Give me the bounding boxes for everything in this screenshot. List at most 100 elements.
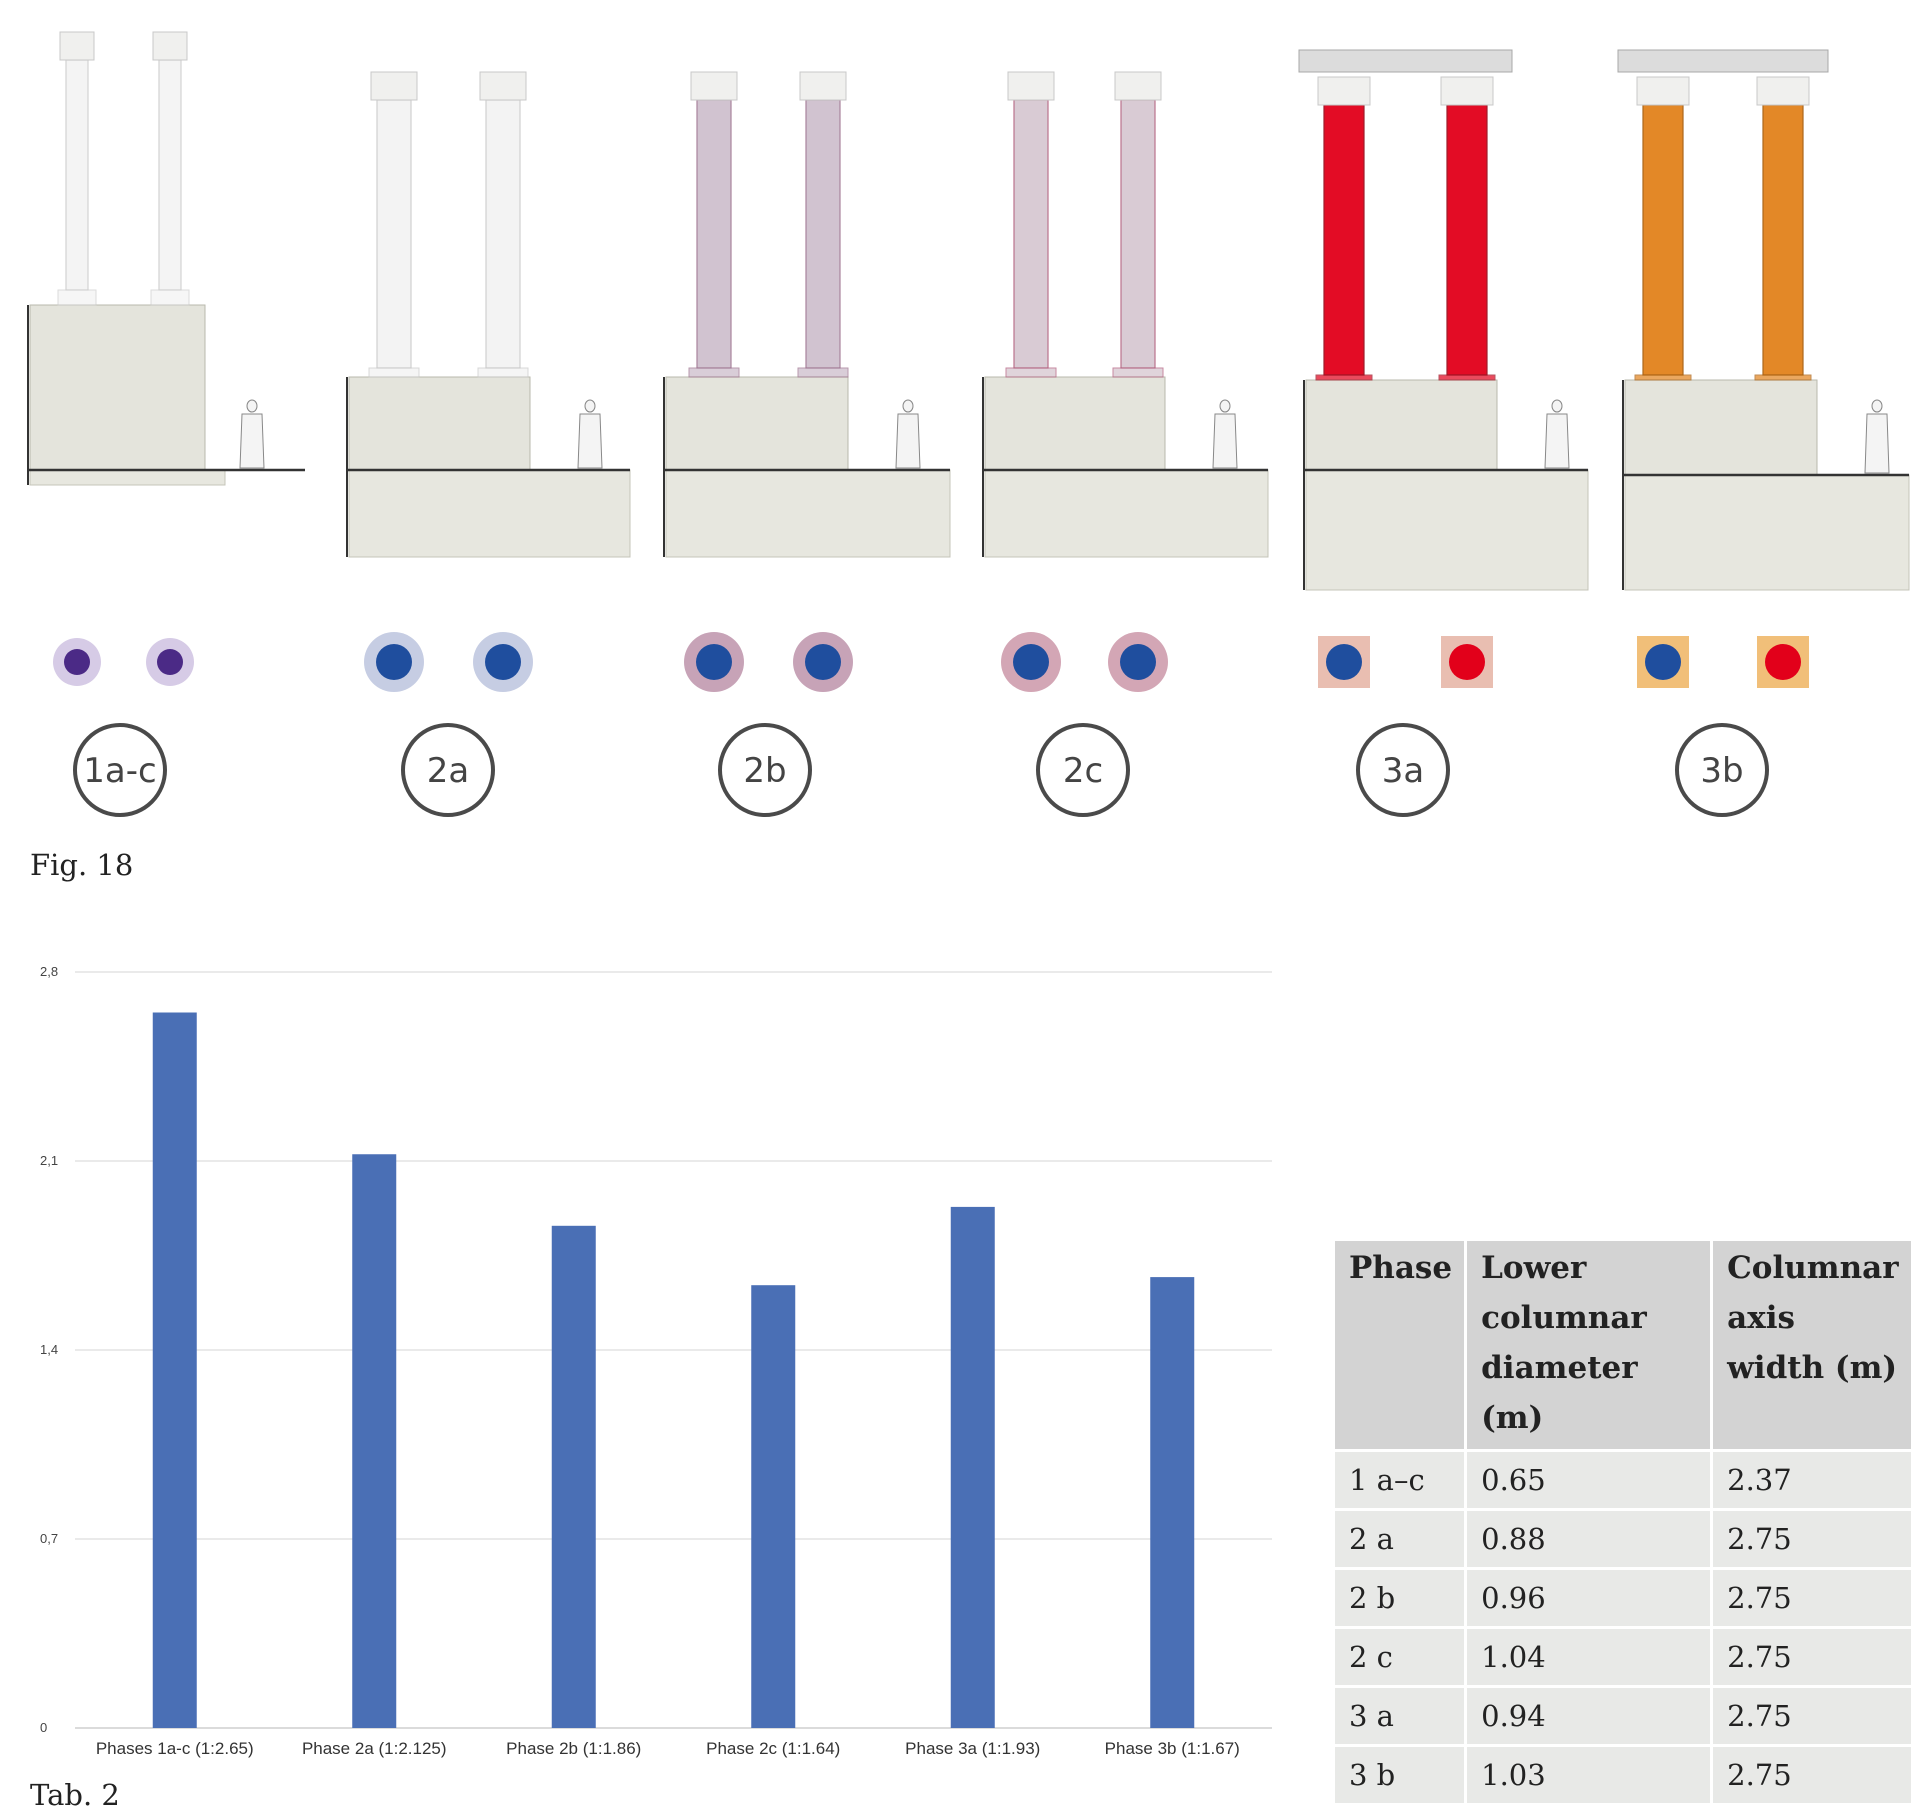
foundation-block — [665, 469, 951, 558]
plan-core — [1120, 644, 1156, 680]
column-shaft — [1323, 104, 1365, 376]
table-row: 1 a–c 0.65 2.37 — [1335, 1452, 1911, 1508]
column-base — [57, 289, 97, 306]
column-shaft — [65, 59, 89, 291]
podium-block — [665, 376, 849, 471]
cell-diameter: 1.03 — [1467, 1747, 1711, 1803]
phase-drawing: 2b — [663, 71, 951, 817]
human-body — [1864, 413, 1890, 474]
cell-phase: 1 a–c — [1335, 1452, 1465, 1508]
cell-diameter: 0.96 — [1467, 1570, 1711, 1626]
column-base — [150, 289, 190, 306]
header-axis-width: Columnar axis width (m) — [1713, 1241, 1911, 1449]
phase-drawing: 2a — [346, 71, 631, 817]
table-header-row: Phase Lower columnar diameter (m) Column… — [1335, 1241, 1911, 1449]
bar — [352, 1154, 397, 1728]
table-caption: Tab. 2 — [30, 1778, 120, 1812]
column-shaft — [1013, 99, 1049, 369]
plan-core — [1013, 644, 1049, 680]
phase-label-circle — [73, 723, 167, 817]
column-shaft — [485, 99, 521, 369]
phase-label-circle — [718, 723, 812, 817]
x-category-label: Phase 2b (1:1.86) — [506, 1739, 641, 1758]
foundation-block — [1305, 469, 1589, 591]
phase-label-circle — [1356, 723, 1450, 817]
human-body — [1544, 413, 1570, 469]
human-body — [1212, 413, 1238, 469]
plan-core — [805, 644, 841, 680]
plan-core — [1765, 644, 1801, 680]
cell-diameter: 0.88 — [1467, 1511, 1711, 1567]
column-capital — [59, 31, 95, 61]
column-base — [1438, 374, 1496, 381]
podium-block — [348, 376, 531, 471]
y-tick-label: 2,1 — [40, 1153, 58, 1168]
foundation-block — [29, 469, 226, 486]
header-phase: Phase — [1335, 1241, 1465, 1449]
phase-label-circle — [1036, 723, 1130, 817]
y-tick-label: 0 — [40, 1720, 47, 1735]
cell-axis-width: 2.75 — [1713, 1629, 1911, 1685]
phase-drawing: 2c — [982, 71, 1269, 817]
phase-label-circle — [401, 723, 495, 817]
header-lower-diameter: Lower columnar diameter (m) — [1467, 1241, 1711, 1449]
human-body — [577, 413, 603, 469]
cell-phase: 2 b — [1335, 1570, 1465, 1626]
phase-reconstruction-figure: 1a-c 2a 2b 2c 3a 3b — [27, 31, 1910, 817]
x-category-label: Phase 2a (1:2.125) — [302, 1739, 447, 1758]
column-shaft — [376, 99, 412, 369]
cell-phase: 3 a — [1335, 1688, 1465, 1744]
cell-axis-width: 2.37 — [1713, 1452, 1911, 1508]
column-base — [1112, 367, 1164, 378]
human-head — [1219, 399, 1231, 413]
bar — [751, 1285, 796, 1728]
human-head — [1551, 399, 1563, 413]
figure-caption: Fig. 18 — [30, 848, 134, 882]
column-base — [477, 367, 529, 378]
plan-core — [1645, 644, 1681, 680]
column-capital — [1440, 76, 1494, 106]
plan-core — [1326, 644, 1362, 680]
phase-dimensions-table: Phase Lower columnar diameter (m) Column… — [1332, 1238, 1914, 1806]
column-capital — [152, 31, 188, 61]
cell-diameter: 0.65 — [1467, 1452, 1711, 1508]
phase-label: 3b — [1700, 751, 1743, 791]
phase-label: 3a — [1382, 751, 1424, 791]
foundation-block — [1624, 474, 1910, 591]
cell-axis-width: 2.75 — [1713, 1511, 1911, 1567]
x-category-label: Phases 1a-c (1:2.65) — [96, 1739, 254, 1758]
entablature — [1617, 49, 1829, 73]
table-row: 2 a 0.88 2.75 — [1335, 1511, 1911, 1567]
x-category-label: Phase 3a (1:1.93) — [905, 1739, 1040, 1758]
column-capital — [1756, 76, 1810, 106]
plan-core — [157, 649, 183, 675]
column-base — [1754, 374, 1812, 381]
bar — [1150, 1277, 1195, 1728]
cell-axis-width: 2.75 — [1713, 1688, 1911, 1744]
column-base — [1634, 374, 1692, 381]
human-head — [246, 399, 258, 413]
phase-label: 2b — [743, 751, 786, 791]
plan-core — [696, 644, 732, 680]
cell-phase: 2 a — [1335, 1511, 1465, 1567]
foundation-block — [348, 469, 631, 558]
podium-block — [29, 304, 206, 471]
table-row: 2 c 1.04 2.75 — [1335, 1629, 1911, 1685]
y-tick-label: 2,8 — [40, 964, 58, 979]
column-shaft — [696, 99, 732, 369]
column-base — [1315, 374, 1373, 381]
cell-phase: 3 b — [1335, 1747, 1465, 1803]
column-capital — [1007, 71, 1055, 101]
column-capital — [690, 71, 738, 101]
phase-label: 2c — [1063, 751, 1103, 791]
cell-diameter: 0.94 — [1467, 1688, 1711, 1744]
table-row: 3 a 0.94 2.75 — [1335, 1688, 1911, 1744]
column-capital — [370, 71, 418, 101]
plan-core — [376, 644, 412, 680]
column-shaft — [1446, 104, 1488, 376]
column-base — [797, 367, 849, 378]
plan-core — [485, 644, 521, 680]
column-shaft — [1642, 104, 1684, 376]
human-head — [1871, 399, 1883, 413]
column-capital — [799, 71, 847, 101]
